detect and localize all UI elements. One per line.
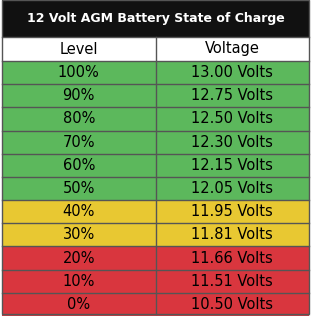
Bar xyxy=(156,61,309,84)
Text: 60%: 60% xyxy=(63,158,95,173)
Text: 100%: 100% xyxy=(58,65,100,80)
Bar xyxy=(156,270,309,293)
Bar xyxy=(2,84,156,107)
Text: 80%: 80% xyxy=(63,112,95,126)
Text: 90%: 90% xyxy=(63,88,95,103)
Text: 12.05 Volts: 12.05 Volts xyxy=(191,181,273,196)
Bar xyxy=(2,270,156,293)
Bar xyxy=(156,131,309,154)
Bar xyxy=(156,154,309,177)
Bar xyxy=(2,131,156,154)
Text: 10%: 10% xyxy=(63,274,95,289)
Bar xyxy=(2,223,156,246)
Text: 12.75 Volts: 12.75 Volts xyxy=(191,88,273,103)
Text: 70%: 70% xyxy=(63,135,95,150)
Bar xyxy=(2,246,156,270)
Text: 12 Volt AGM Battery State of Charge: 12 Volt AGM Battery State of Charge xyxy=(27,12,284,25)
Bar xyxy=(156,246,309,270)
Text: 30%: 30% xyxy=(63,228,95,242)
Text: 20%: 20% xyxy=(63,251,95,265)
Bar xyxy=(2,107,156,131)
Bar xyxy=(156,293,309,316)
Text: 50%: 50% xyxy=(63,181,95,196)
Bar xyxy=(2,177,156,200)
Bar xyxy=(2,200,156,223)
Bar xyxy=(156,84,309,107)
Text: 12.50 Volts: 12.50 Volts xyxy=(191,112,273,126)
Text: 40%: 40% xyxy=(63,204,95,219)
Text: 12.30 Volts: 12.30 Volts xyxy=(191,135,273,150)
Text: Voltage: Voltage xyxy=(205,41,260,57)
Bar xyxy=(156,107,309,131)
Text: 11.51 Volts: 11.51 Volts xyxy=(191,274,273,289)
Text: 11.95 Volts: 11.95 Volts xyxy=(191,204,273,219)
Text: Level: Level xyxy=(59,41,98,57)
Text: 11.81 Volts: 11.81 Volts xyxy=(191,228,273,242)
Bar xyxy=(2,37,309,61)
Bar xyxy=(2,0,309,37)
Bar xyxy=(2,293,156,316)
Text: 13.00 Volts: 13.00 Volts xyxy=(191,65,273,80)
Bar xyxy=(156,223,309,246)
Text: 0%: 0% xyxy=(67,297,90,312)
Text: 11.66 Volts: 11.66 Volts xyxy=(191,251,273,265)
Bar xyxy=(156,177,309,200)
Bar xyxy=(156,200,309,223)
Text: 12.15 Volts: 12.15 Volts xyxy=(191,158,273,173)
Bar xyxy=(2,61,156,84)
Bar xyxy=(2,154,156,177)
Text: 10.50 Volts: 10.50 Volts xyxy=(191,297,273,312)
